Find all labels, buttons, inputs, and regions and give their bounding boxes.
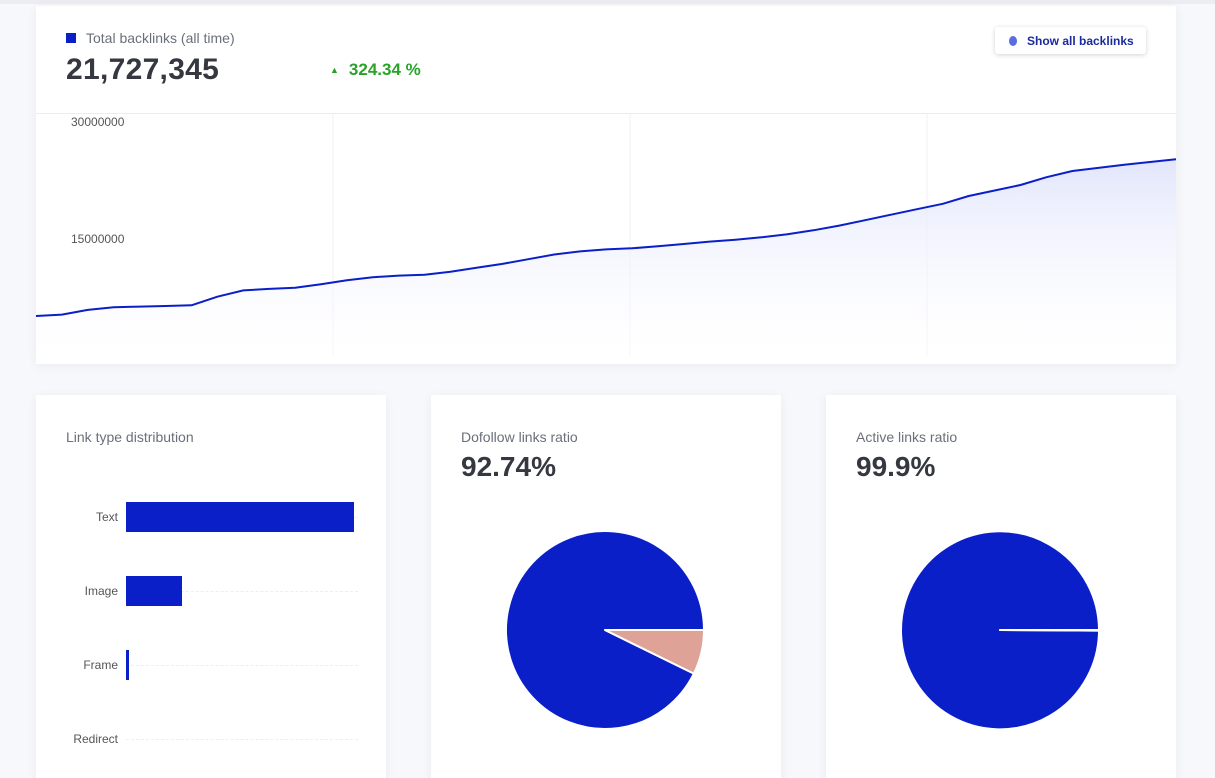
legend-label: Total backlinks (all time)	[86, 30, 235, 46]
active-value: 99.9%	[856, 451, 936, 482]
link-type-title: Link type distribution	[66, 429, 194, 445]
dofollow-title: Dofollow links ratio	[461, 429, 578, 445]
dofollow-ratio-card: Dofollow links ratio 92.74%	[431, 395, 781, 778]
link-type-distribution-card: Link type distribution Text Image Frame Red…	[36, 395, 386, 778]
bar-label: Redirect	[73, 732, 118, 746]
growth-percentage: 324.34 %	[348, 60, 421, 79]
total-backlinks-card: Total backlinks (all time) 21,727,345 ▲ …	[36, 6, 1176, 364]
dot-icon	[1009, 35, 1017, 46]
active-links-card: Active links ratio 99.9%	[826, 395, 1176, 778]
bar-text[interactable]	[126, 502, 354, 532]
bar-label: Text	[95, 510, 118, 524]
bar-track	[126, 665, 358, 666]
show-all-backlinks-label: Show all backlinks	[1027, 33, 1134, 48]
bar-row-image: Image	[36, 576, 386, 606]
bar-image[interactable]	[126, 576, 182, 606]
series-line[interactable]	[36, 158, 1176, 317]
bar-frame[interactable]	[126, 650, 130, 680]
show-all-backlinks-button[interactable]: Show all backlinks	[995, 27, 1146, 54]
pie-slice-1[interactable]	[604, 629, 705, 675]
triangle-up-icon: ▲	[330, 65, 339, 75]
bar-row-frame: Frame	[36, 650, 386, 680]
bar-row-redirect: Redirect	[36, 724, 386, 754]
chart-divider	[36, 113, 1176, 114]
active-pie-chart[interactable]	[826, 395, 1176, 778]
pie-slice-1[interactable]	[999, 629, 1101, 632]
growth-indicator: ▲ 324.34 %	[330, 60, 421, 80]
top-border	[0, 0, 1215, 4]
active-title: Active links ratio	[856, 429, 958, 445]
bar-label: Image	[84, 584, 118, 598]
legend-swatch-icon	[66, 33, 76, 43]
bar-track	[126, 739, 358, 740]
dofollow-pie-chart[interactable]	[431, 395, 781, 778]
dofollow-value: 92.74%	[461, 451, 556, 482]
backlinks-line-chart[interactable]: 30000000 15000000	[36, 114, 1176, 356]
bar-row-text: Text	[36, 502, 386, 532]
bar-label: Frame	[83, 658, 118, 672]
bar-track	[126, 591, 358, 592]
series-area	[36, 159, 1176, 356]
y-tick-label: 30000000	[71, 115, 125, 129]
total-backlinks-value: 21,727,345	[66, 53, 220, 86]
y-tick-label: 15000000	[71, 232, 125, 246]
chart-legend[interactable]: Total backlinks (all time)	[66, 30, 235, 46]
